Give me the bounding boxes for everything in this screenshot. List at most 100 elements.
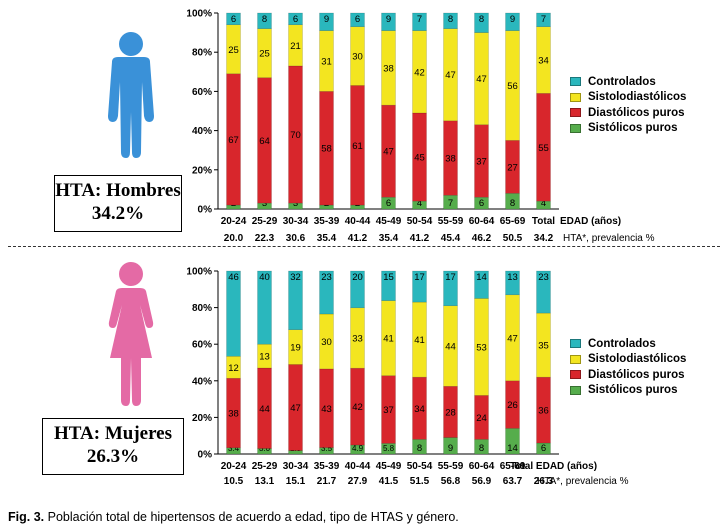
bar-value-label: 4 <box>417 198 422 209</box>
prevalence-value: 35.4 <box>379 233 399 244</box>
bar-segment-controlados <box>350 12 365 27</box>
bar-segment-controlados <box>505 270 520 296</box>
prevalence-value: 34.2 <box>534 233 554 244</box>
bar-value-label: 19 <box>290 343 301 354</box>
bar-value-label: 46 <box>228 272 239 283</box>
bar-segment-sistolicos-puros <box>474 196 489 210</box>
bar-value-label: 23 <box>538 272 549 283</box>
bar-value-label: 28 <box>445 407 456 418</box>
bar-value-label: 43 <box>321 404 332 415</box>
female-person-icon <box>108 262 154 406</box>
y-tick-label: 80% <box>192 48 212 59</box>
bar-segment-controlados <box>474 270 489 299</box>
bar-segment-controlados <box>288 270 303 330</box>
caption-label: Fig. 3. <box>8 510 45 524</box>
bar-value-label: 36 <box>538 406 549 417</box>
bar-value-label: 9 <box>510 14 515 25</box>
prevalence-value: 26.3 <box>534 476 554 487</box>
bar-segment-controlados <box>412 12 427 31</box>
bar-value-label: 44 <box>445 342 456 353</box>
bar-value-label: 24 <box>476 413 487 424</box>
bar-segment-controlados <box>536 12 551 27</box>
x-category-label: 50-54 <box>407 216 433 227</box>
bar-value-label: 30 <box>321 337 332 348</box>
bar-segment-controlados <box>319 270 334 315</box>
caption-text: Población total de hipertensos de acuerd… <box>47 510 459 524</box>
bar-value-label: 40 <box>259 272 270 283</box>
x-category-label: 40-44 <box>345 216 371 227</box>
bar-segment-controlados <box>350 270 365 309</box>
prevalence-value: 20.0 <box>224 233 244 244</box>
prevalence-value: 50.5 <box>503 233 523 244</box>
prevalence-value: 56.8 <box>441 476 461 487</box>
bar-value-label: 8 <box>479 443 484 454</box>
prevalence-value: 22.3 <box>255 233 275 244</box>
bar-value-label: 6 <box>541 443 546 454</box>
x-category-label: 35-39 <box>314 216 340 227</box>
prevalence-value: 30.6 <box>286 233 306 244</box>
bar-value-label: 61 <box>352 141 363 152</box>
x-category-label: 35-39 <box>314 461 340 472</box>
bar-value-label: 31 <box>321 57 332 68</box>
prevalence-value: 27.9 <box>348 476 368 487</box>
y-tick-label: 0% <box>198 450 213 461</box>
prevalence-value: 10.5 <box>224 476 244 487</box>
x-category-label: 60-64 <box>469 461 495 472</box>
bar-value-label: 8 <box>510 198 515 209</box>
bar-value-label: 12 <box>228 363 239 374</box>
bar-segment-controlados <box>288 12 303 26</box>
bar-value-label: 8 <box>262 14 267 25</box>
women-hta-box: HTA: Mujeres 26.3% <box>42 418 184 475</box>
prevalence-axis-title: HTA*, prevalencia % <box>537 476 629 487</box>
bar-value-label: 34 <box>538 56 549 67</box>
bar-value-label: 47 <box>445 70 456 81</box>
bar-value-label: 7 <box>448 198 453 209</box>
legend-item-sistolodiastolicos: Sistolodiastólicos <box>570 352 686 368</box>
legend-item-controlados: Controlados <box>570 74 686 90</box>
x-category-label: 30-34 <box>283 216 309 227</box>
bar-value-label: 53 <box>476 342 487 353</box>
figure-caption: Fig. 3. Población total de hipertensos d… <box>8 510 459 524</box>
women-hta-value: 26.3% <box>86 446 140 467</box>
x-category-label: 50-54 <box>407 461 433 472</box>
x-category-label: 20-24 <box>221 461 247 472</box>
legend-label: Sistólicos puros <box>588 384 678 397</box>
prevalence-value: 41.2 <box>348 233 368 244</box>
legend-label: Controlados <box>588 337 656 350</box>
bar-value-label: 47 <box>476 74 487 85</box>
bar-segment-sistolicos-puros <box>505 193 520 210</box>
legend-swatch <box>570 92 581 102</box>
legend-label: Sistolodiastólicos <box>588 91 687 104</box>
x-axis-title: Total EDAD (años) <box>510 461 597 472</box>
bar-value-label: 64 <box>259 136 270 147</box>
prevalence-axis-title: HTA*, prevalencia % <box>563 233 655 244</box>
bar-value-label: 8 <box>479 14 484 25</box>
legend-item-controlados: Controlados <box>570 336 686 352</box>
x-category-label: 25-29 <box>252 461 278 472</box>
panel-divider <box>8 246 720 247</box>
bar-value-label: 47 <box>383 147 394 158</box>
legend-swatch <box>570 123 581 133</box>
bar-value-label: 37 <box>383 405 394 416</box>
bar-value-label: 35 <box>538 341 549 352</box>
y-tick-label: 20% <box>192 413 212 424</box>
y-tick-label: 20% <box>192 165 212 176</box>
x-category-label: 55-59 <box>438 216 464 227</box>
x-category-label: 60-64 <box>469 216 495 227</box>
bar-value-label: 17 <box>414 272 425 283</box>
bar-value-label: 7 <box>541 14 546 25</box>
bar-segment-controlados <box>443 12 458 29</box>
women-legend: Controlados Sistolodiastólicos Diastólic… <box>570 336 686 398</box>
bar-segment-controlados <box>381 270 396 301</box>
bar-value-label: 55 <box>538 143 549 154</box>
bar-value-label: 25 <box>259 49 270 60</box>
legend-label: Diastólicos puros <box>588 106 685 119</box>
bar-segment-diastolicos-puros <box>412 376 427 440</box>
bar-value-label: 56 <box>507 81 518 92</box>
bar-value-label: 3 <box>262 198 267 209</box>
bar-value-label: 23 <box>321 272 332 283</box>
x-category-label: 30-34 <box>283 461 309 472</box>
y-tick-label: 0% <box>198 205 213 216</box>
y-tick-label: 60% <box>192 87 212 98</box>
